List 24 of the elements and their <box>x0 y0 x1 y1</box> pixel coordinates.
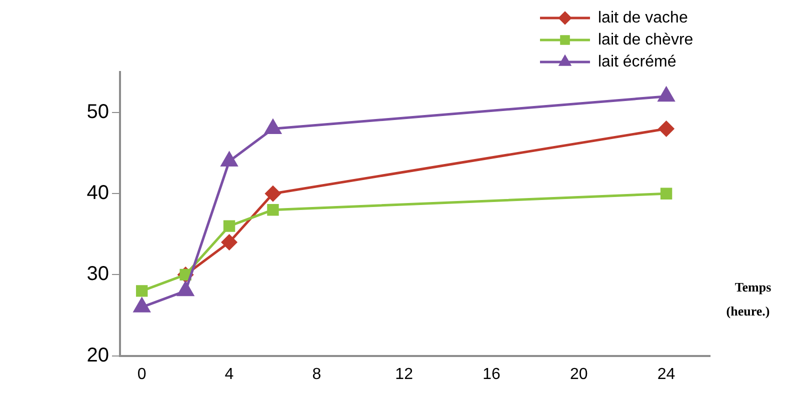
x-tick-label: 4 <box>224 366 234 383</box>
x-tick-label: 8 <box>312 366 322 383</box>
point <box>660 188 672 200</box>
legend-label: lait de chèvre <box>598 31 694 48</box>
point <box>136 285 148 297</box>
point <box>658 87 674 102</box>
y-tick-label: 40 <box>86 182 109 204</box>
point <box>267 204 279 216</box>
point <box>658 121 674 137</box>
x-tick-label: 24 <box>657 366 676 383</box>
y-tick-label: 20 <box>86 344 109 366</box>
legend-label: lait écrémé <box>598 53 676 70</box>
point <box>222 234 238 250</box>
x-tick-label: 16 <box>482 366 500 383</box>
point <box>223 220 236 232</box>
x-tick-label: 0 <box>137 366 146 383</box>
x-axis-title: Temps (heure.) <box>726 279 772 318</box>
x-tick-label: 12 <box>395 366 414 383</box>
legend-label: lait de vache <box>598 9 688 26</box>
y-tick-label: 30 <box>86 263 109 286</box>
point <box>265 186 281 202</box>
y-tick-label: 50 <box>86 101 109 124</box>
x-tick-label: 20 <box>570 366 588 383</box>
point <box>264 120 282 134</box>
